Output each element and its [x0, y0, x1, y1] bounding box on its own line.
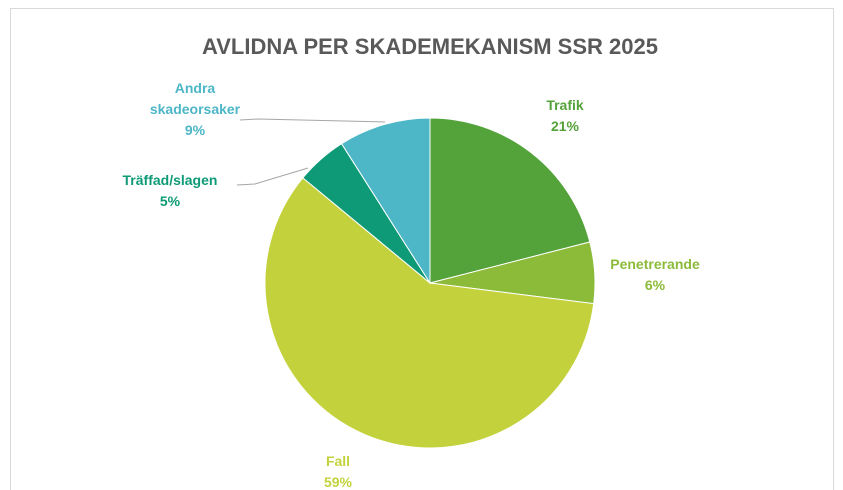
pie-slice	[264, 177, 595, 449]
chart-title: AVLIDNA PER SKADEMEKANISM SSR 2025	[202, 34, 658, 59]
category-label: Trafik	[546, 97, 584, 113]
pie-slice	[429, 117, 591, 284]
category-label: Andra skadeorsaker	[149, 80, 241, 117]
leader-line	[239, 118, 386, 123]
data-label: Fall 59%	[298, 451, 378, 490]
data-label: Trafik 21%	[525, 95, 605, 137]
value-label: 5%	[159, 193, 181, 209]
value-label: 59%	[323, 474, 353, 490]
pie-slice	[340, 117, 431, 285]
data-label: Penetrerande 6%	[595, 254, 715, 296]
data-label: Andra skadeorsaker 9%	[135, 78, 255, 141]
value-label: 21%	[550, 118, 580, 134]
category-label: Fall	[325, 453, 351, 469]
leader-line	[236, 167, 309, 186]
data-label: Träffad/slagen 5%	[100, 170, 240, 212]
chart-border	[10, 8, 834, 490]
value-label: 6%	[644, 277, 666, 293]
category-label: Träffad/slagen	[122, 172, 218, 188]
category-label: Penetrerande	[610, 256, 700, 272]
value-label: 9%	[184, 122, 206, 138]
